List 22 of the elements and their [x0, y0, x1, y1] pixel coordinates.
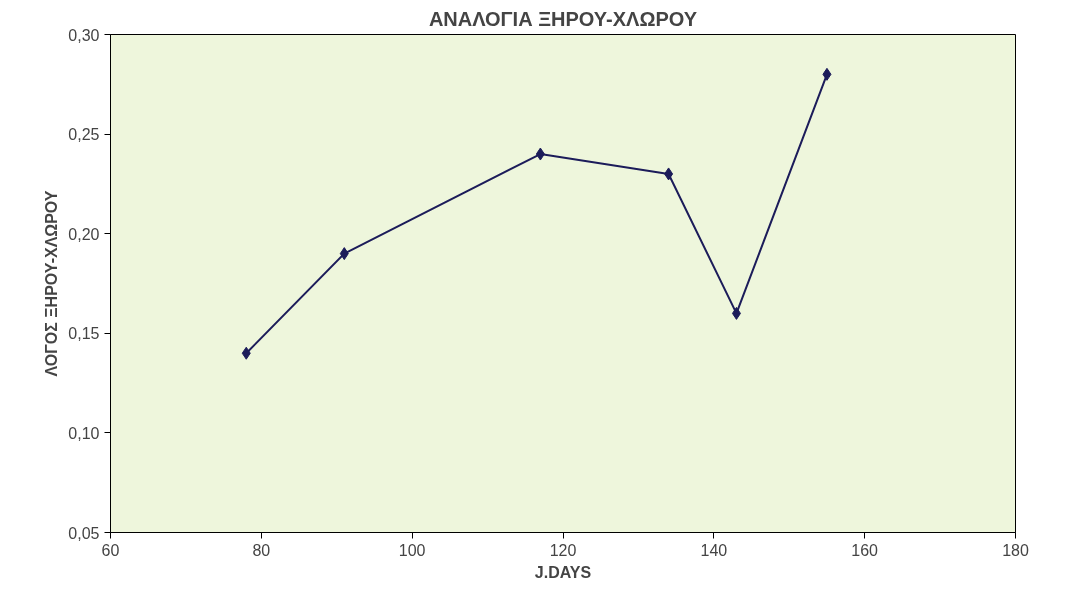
- point: [241, 346, 251, 360]
- point: [535, 147, 545, 161]
- y-tick-label: 0,10: [68, 424, 100, 442]
- y-tick-label: 0,05: [68, 524, 100, 542]
- y-tick-label: 0,20: [68, 225, 100, 243]
- x-tick-label: 140: [700, 541, 728, 559]
- x-tick-label: 80: [252, 541, 271, 559]
- point: [822, 67, 832, 81]
- x-tick-label: 120: [549, 541, 577, 559]
- y-axis-title: ΛΟΓΟΣ ΞΗΡΟΥ-ΧΛΩΡΟΥ: [43, 190, 61, 377]
- y-tick-label: 0,25: [68, 126, 100, 144]
- x-tick-label: 100: [398, 541, 426, 559]
- chart-title: ΑΝΑΛΟΓΙΑ ΞΗΡΟΥ-ΧΛΩΡΟΥ: [428, 7, 698, 30]
- x-axis-title: J.DAYS: [534, 563, 592, 581]
- point: [339, 247, 349, 261]
- point: [664, 167, 674, 181]
- x-tick-label: 60: [101, 541, 120, 559]
- y-tick-label: 0,30: [68, 26, 100, 44]
- point: [731, 306, 741, 320]
- x-tick-label: 160: [851, 541, 879, 559]
- x-tick-label: 180: [1002, 541, 1029, 559]
- y-tick-label: 0,15: [68, 325, 100, 343]
